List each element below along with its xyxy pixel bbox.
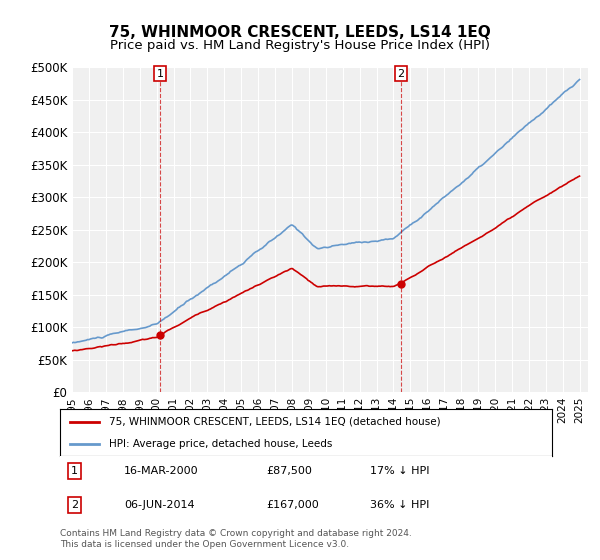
Text: £87,500: £87,500	[266, 466, 313, 476]
Text: 16-MAR-2000: 16-MAR-2000	[124, 466, 199, 476]
Text: 06-JUN-2014: 06-JUN-2014	[124, 500, 194, 510]
Text: Contains HM Land Registry data © Crown copyright and database right 2024.
This d: Contains HM Land Registry data © Crown c…	[60, 529, 412, 549]
Text: 2: 2	[71, 500, 79, 510]
Text: 75, WHINMOOR CRESCENT, LEEDS, LS14 1EQ (detached house): 75, WHINMOOR CRESCENT, LEEDS, LS14 1EQ (…	[109, 417, 441, 427]
Text: Price paid vs. HM Land Registry's House Price Index (HPI): Price paid vs. HM Land Registry's House …	[110, 39, 490, 52]
Text: 17% ↓ HPI: 17% ↓ HPI	[370, 466, 430, 476]
Text: 2: 2	[397, 69, 404, 79]
Text: HPI: Average price, detached house, Leeds: HPI: Average price, detached house, Leed…	[109, 438, 332, 449]
Text: 75, WHINMOOR CRESCENT, LEEDS, LS14 1EQ: 75, WHINMOOR CRESCENT, LEEDS, LS14 1EQ	[109, 25, 491, 40]
Text: 1: 1	[71, 466, 78, 476]
Text: £167,000: £167,000	[266, 500, 319, 510]
Text: 1: 1	[157, 69, 164, 79]
Text: 36% ↓ HPI: 36% ↓ HPI	[370, 500, 430, 510]
